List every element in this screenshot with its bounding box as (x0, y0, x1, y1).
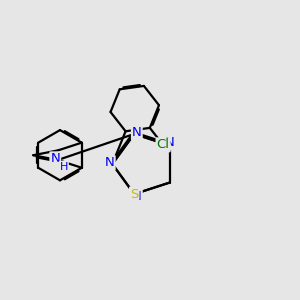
Text: S: S (130, 188, 138, 201)
Text: N: N (132, 126, 142, 139)
Text: N: N (132, 190, 142, 203)
Text: H: H (59, 162, 68, 172)
Text: N: N (165, 136, 174, 149)
Text: N: N (50, 152, 60, 165)
Text: Cl: Cl (157, 138, 169, 151)
Text: N: N (105, 156, 115, 169)
